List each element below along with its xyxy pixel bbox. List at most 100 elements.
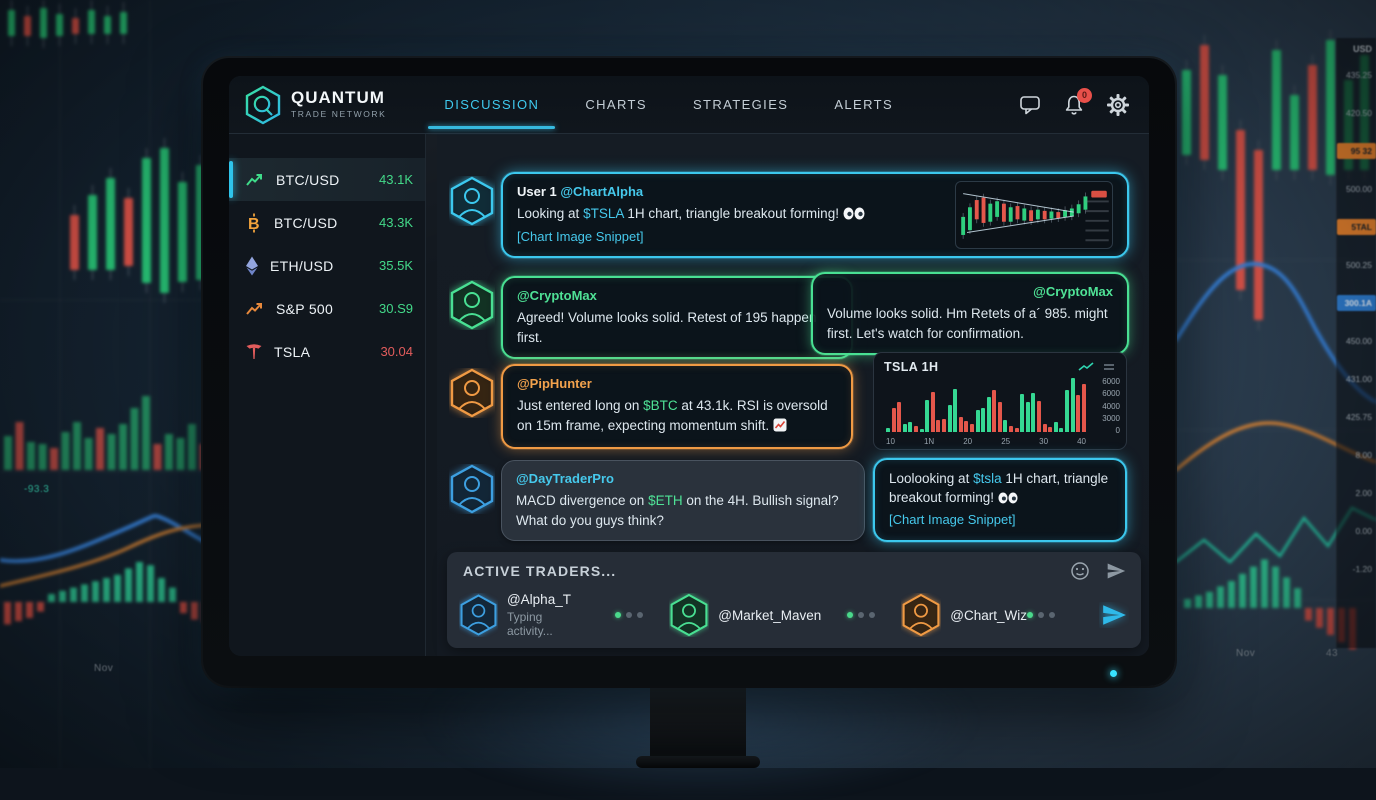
chart-up-emoji bbox=[773, 418, 787, 437]
active-trader[interactable]: @Chart_Wiz bbox=[901, 593, 1027, 637]
chat-icon[interactable] bbox=[1019, 94, 1041, 115]
trader-avatar-icon bbox=[669, 593, 709, 637]
send-icon[interactable] bbox=[1105, 561, 1127, 581]
volume-bar bbox=[953, 389, 957, 432]
volume-bar bbox=[959, 417, 963, 432]
x-tick-label: 1N bbox=[924, 437, 934, 446]
price-value: 43.1K bbox=[379, 172, 413, 187]
symbol-label: BTC/USD bbox=[276, 172, 368, 188]
volume-bar bbox=[936, 420, 940, 432]
volume-bar bbox=[964, 421, 968, 432]
watchlist-item-tsla[interactable]: TSLA 30.04 bbox=[229, 330, 425, 373]
y-tick-label: 3000 bbox=[1094, 414, 1120, 423]
tab-alerts[interactable]: ALERTS bbox=[834, 97, 893, 112]
tab-discussion[interactable]: DISCUSSION bbox=[444, 97, 539, 112]
volume-bar bbox=[1020, 394, 1024, 432]
price-value: 30.S9 bbox=[379, 301, 413, 316]
emoji-smiley-icon[interactable] bbox=[1070, 561, 1090, 581]
axis-price-label: 300.1A bbox=[1337, 295, 1376, 311]
top-navigation-bar: QUANTUM TRADE NETWORK DISCUSSION CHARTS … bbox=[229, 76, 1149, 134]
tab-strategies[interactable]: STRATEGIES bbox=[693, 97, 788, 112]
volume-bar bbox=[897, 402, 901, 432]
chat-message[interactable]: @CryptoMax Volume looks solid. Hm Retets… bbox=[811, 272, 1129, 355]
active-traders-title: ACTIVE TRADERS... bbox=[463, 563, 616, 579]
watchlist-item-btcusd-1[interactable]: BTC/USD 43.1K bbox=[229, 158, 425, 201]
axis-price-label: -1.20 bbox=[1337, 550, 1376, 588]
volume-bar bbox=[1071, 378, 1075, 432]
chat-message[interactable]: User 1 @ChartAlpha Looking at $TSLA 1H c… bbox=[501, 172, 1129, 258]
chat-message[interactable]: @DayTraderPro MACD divergence on $ETH on… bbox=[501, 460, 865, 541]
message-author: User 1 @ChartAlpha bbox=[517, 183, 941, 201]
ma-line-orange bbox=[0, 524, 215, 586]
volume-bar bbox=[1015, 428, 1019, 432]
volume-bar bbox=[987, 397, 991, 432]
message-author: @CryptoMax bbox=[517, 287, 837, 305]
symbol-label: ETH/USD bbox=[270, 258, 368, 274]
app-window: QUANTUM TRADE NETWORK DISCUSSION CHARTS … bbox=[229, 76, 1149, 656]
tab-charts[interactable]: CHARTS bbox=[585, 97, 647, 112]
volume-bar bbox=[1009, 426, 1013, 432]
price-value: 30.04 bbox=[380, 344, 413, 359]
watchlist-item-ethusd[interactable]: ETH/USD 35.5K bbox=[229, 244, 425, 287]
axis-price-label: 500.25 bbox=[1337, 246, 1376, 284]
volume-bar bbox=[998, 402, 1002, 432]
message-author: @PipHunter bbox=[517, 375, 837, 393]
typing-status: Typing activity... bbox=[507, 610, 589, 638]
active-trader[interactable]: @Market_Maven bbox=[669, 593, 821, 637]
eyes-emoji bbox=[998, 490, 1018, 509]
chat-message[interactable]: Loolooking at $tsla 1H chart, triangle b… bbox=[873, 458, 1127, 542]
bitcoin-icon: B bbox=[245, 213, 263, 233]
message-text: Looking at $TSLA 1H chart, triangle brea… bbox=[517, 206, 865, 221]
settings-gear-icon[interactable] bbox=[1107, 94, 1129, 116]
axis-price-label: 8.00 bbox=[1337, 436, 1376, 474]
watchlist-sidebar: BTC/USD 43.1K B BTC/USD 43.3K ETH/USD 35… bbox=[229, 134, 426, 656]
x-tick-label: 43 bbox=[1326, 648, 1338, 659]
y-tick-label: 6000 bbox=[1094, 389, 1120, 398]
volume-bar bbox=[992, 390, 996, 432]
message-text: Agreed! Volume looks solid. Retest of 19… bbox=[517, 310, 816, 344]
nav-tabs: DISCUSSION CHARTS STRATEGIES ALERTS bbox=[444, 97, 893, 112]
watchlist-item-sp500[interactable]: S&P 500 30.S9 bbox=[229, 287, 425, 330]
axis-price-label: 0.00 bbox=[1337, 512, 1376, 550]
axis-price-label: 420.50 bbox=[1337, 94, 1376, 132]
send-message-icon[interactable] bbox=[1099, 602, 1129, 628]
tesla-icon bbox=[245, 343, 263, 360]
message-text: Just entered long on $BTC at 43.1k. RSI … bbox=[517, 398, 828, 432]
active-trader[interactable]: @Alpha_T Typing activity... bbox=[459, 592, 589, 638]
symbol-label: S&P 500 bbox=[276, 301, 368, 317]
watchlist-item-btcusd-2[interactable]: B BTC/USD 43.3K bbox=[229, 201, 425, 244]
volume-bar bbox=[1082, 384, 1086, 432]
price-value: 35.5K bbox=[379, 258, 413, 273]
panel-menu-icon[interactable] bbox=[1102, 362, 1116, 372]
brand-name: QUANTUM bbox=[291, 89, 386, 108]
message-text: Volume looks solid. Hm Retets of a´ 985.… bbox=[827, 306, 1108, 340]
chat-message[interactable]: @CryptoMax Agreed! Volume looks solid. R… bbox=[501, 276, 853, 359]
volume-bar bbox=[981, 408, 985, 432]
eyes-emoji bbox=[843, 206, 865, 225]
volume-bar bbox=[908, 422, 912, 432]
user-avatar-icon bbox=[449, 176, 495, 226]
price-value: 43.3K bbox=[379, 215, 413, 230]
volume-bar bbox=[920, 429, 924, 432]
chart-image-snippet[interactable] bbox=[955, 181, 1113, 249]
month-label: Nov bbox=[94, 663, 113, 674]
panel-title: TSLA 1H bbox=[884, 360, 1078, 374]
volume-bar bbox=[948, 405, 952, 432]
chat-message[interactable]: @PipHunter Just entered long on $BTC at … bbox=[501, 364, 853, 449]
axis-price-label: 2.00 bbox=[1337, 474, 1376, 512]
x-tick-label: 40 bbox=[1077, 437, 1086, 446]
volume-bar bbox=[942, 419, 946, 433]
message-author: @CryptoMax bbox=[827, 283, 1113, 301]
y-tick-label: 6000 bbox=[1094, 377, 1120, 386]
axis-title: USD bbox=[1337, 38, 1376, 56]
chart-attachment-label[interactable]: [Chart Image Snippet] bbox=[517, 228, 941, 246]
message-text: MACD divergence on $ETH on the 4H. Bulli… bbox=[516, 493, 839, 527]
notifications-bell-icon[interactable]: 0 bbox=[1064, 94, 1084, 116]
price-note: -93.3 bbox=[24, 484, 49, 495]
axis-price-label: 95 32 bbox=[1337, 143, 1376, 159]
chart-attachment-label[interactable]: [Chart Image Snippet] bbox=[889, 511, 1111, 529]
trader-handle: @Alpha_T bbox=[507, 592, 589, 607]
